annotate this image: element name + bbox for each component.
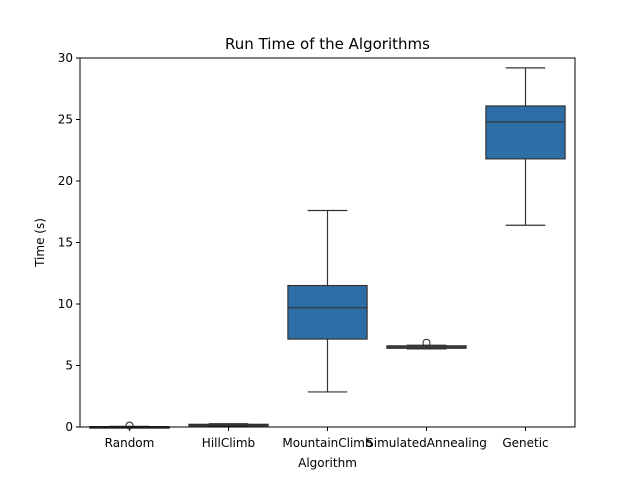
- plot-frame: [79, 57, 576, 428]
- outlier-point: [422, 338, 431, 347]
- x-tick-label: Genetic: [502, 436, 548, 450]
- chart-title: Run Time of the Algorithms: [225, 35, 430, 53]
- box-random: [89, 421, 170, 430]
- x-axis-label: Algorithm: [298, 456, 357, 470]
- y-tick-label: 30: [58, 51, 73, 65]
- boxes: [89, 67, 566, 430]
- box-genetic: [485, 67, 566, 226]
- interquartile-box: [485, 105, 566, 160]
- y-axis: 0 5 10 15 20 25 30: [58, 51, 80, 434]
- x-tick-label: SimulatedAnnealing: [366, 436, 487, 450]
- y-tick-label: 0: [65, 420, 73, 434]
- y-tick-label: 5: [65, 359, 73, 373]
- box-hillclimb: [188, 423, 269, 427]
- y-tick-label: 10: [58, 297, 73, 311]
- y-tick-label: 20: [58, 174, 73, 188]
- box-mountainclimb: [287, 209, 368, 393]
- y-tick-label: 15: [58, 236, 73, 250]
- y-axis-label: Time (s): [33, 218, 47, 268]
- interquartile-box: [287, 284, 368, 340]
- x-tick-label: Random: [105, 436, 155, 450]
- x-tick-label: MountainClimb: [282, 436, 372, 450]
- box-simulatedannealing: [386, 338, 467, 350]
- y-tick-label: 25: [58, 113, 73, 127]
- x-axis: Random HillClimb MountainClimbSimulatedAnn…: [105, 427, 549, 450]
- x-tick-label: HillClimb: [202, 436, 255, 450]
- outlier-point: [125, 421, 134, 430]
